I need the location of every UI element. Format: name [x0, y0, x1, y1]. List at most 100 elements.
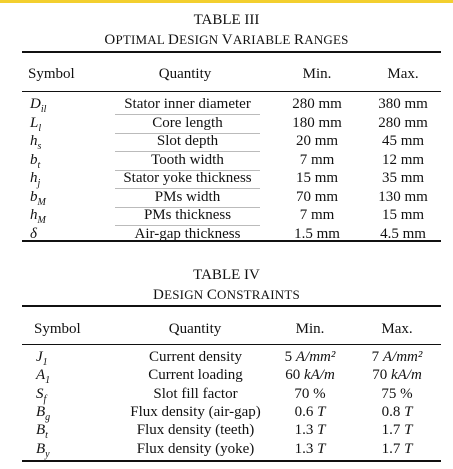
table3-header-min: Min. [302, 66, 332, 82]
symbol-cell: J1 [36, 350, 48, 368]
min-cell: 15 mm [295, 170, 339, 186]
min-cell: 180 mm [292, 114, 342, 131]
symbol-cell: hM [30, 208, 46, 226]
quantity-cell: Stator yoke thickness [123, 170, 252, 186]
max-cell: 12 mm [381, 151, 425, 168]
min-number: 0.6 [294, 403, 318, 420]
min-unit: T [317, 440, 326, 457]
symbol-cell: hj [30, 171, 40, 189]
max-cell: 75 % [362, 386, 432, 402]
max-cell: 45 mm [381, 133, 425, 149]
min-unit: T [317, 422, 326, 439]
max-number: 1.7 [381, 422, 405, 439]
max-unit: A/mm² [382, 349, 423, 365]
quantity-underline [115, 169, 260, 171]
max-cell: 70 kA/m [362, 368, 432, 383]
symbol-cell: By [36, 440, 50, 460]
max-number: 7 [371, 349, 383, 365]
symbol-cell: Bg [36, 403, 51, 423]
symbol-cell: Bt [36, 423, 48, 441]
min-cell: 1.3 T [275, 440, 345, 457]
symbol-letter: S [36, 385, 44, 402]
symbol-subscript: j [37, 178, 41, 189]
quantity-underline [115, 188, 260, 189]
symbol-cell: δ [30, 225, 37, 245]
min-cell: 280 mm [292, 96, 342, 112]
table4-number: TABLE IV [193, 267, 260, 283]
table3-header-rule [22, 91, 441, 92]
symbol-subscript: g [45, 411, 51, 423]
quantity-underline [115, 225, 260, 226]
min-cell: 1.3 T [275, 423, 345, 438]
symbol-letter: B [36, 403, 46, 420]
table4-header-rule [22, 344, 441, 345]
table4-header-symbol: Symbol [34, 321, 81, 337]
symbol-letter: h [30, 133, 38, 149]
max-cell: 380 mm [378, 96, 428, 112]
table4-bottom-rule [22, 460, 441, 462]
min-number: 1.3 [294, 422, 318, 439]
min-cell: 70 mm [295, 188, 339, 205]
symbol-subscript: 1 [42, 357, 48, 368]
max-cell: 0.8 T [362, 403, 432, 420]
quantity-cell: Tooth width [151, 151, 224, 168]
quantity-cell: Current loading [148, 367, 243, 384]
symbol-letter: b [30, 151, 38, 168]
min-cell: 70 % [275, 385, 345, 402]
min-cell: 60 kA/m [275, 368, 345, 383]
symbol-subscript: M [37, 215, 46, 226]
symbol-letter: D [30, 96, 41, 112]
symbol-letter: B [36, 440, 46, 457]
min-number: 60 [285, 367, 304, 384]
table4-title: DESIGN CONSTRAINTS [153, 287, 300, 303]
symbol-cell: hs [30, 134, 41, 152]
min-cell: 1.5 mm [294, 225, 340, 242]
table3-header-quantity: Quantity [158, 66, 212, 82]
min-unit: T [317, 403, 326, 420]
max-cell: 15 mm [381, 207, 425, 223]
table3-header-symbol: Symbol [28, 66, 75, 82]
quantity-cell: Stator inner diameter [124, 96, 251, 112]
max-cell: 1.7 T [362, 423, 432, 438]
symbol-letter: b [30, 188, 38, 205]
symbol-subscript: t [37, 159, 41, 171]
min-number: 5 [284, 349, 296, 365]
max-number: 0.8 [381, 403, 405, 420]
min-unit: kA/m [303, 367, 335, 384]
symbol-cell: A1 [36, 368, 50, 386]
table3-top-rule [22, 51, 441, 53]
quantity-cell: Flux density (yoke) [136, 440, 255, 457]
max-cell: 7 A/mm² [362, 350, 432, 365]
max-unit: T [404, 403, 413, 420]
max-cell: 130 mm [378, 188, 428, 205]
min-number: 1.3 [294, 440, 318, 457]
quantity-cell: PMs width [154, 188, 221, 205]
min-cell: 20 mm [295, 133, 339, 149]
max-cell: 280 mm [378, 114, 428, 131]
quantity-underline [115, 151, 260, 152]
quantity-cell: Flux density (teeth) [136, 422, 255, 439]
symbol-cell: bM [30, 188, 46, 208]
symbol-letter: δ [30, 225, 37, 242]
symbol-letter: L [30, 114, 39, 131]
symbol-cell: bt [30, 151, 41, 171]
min-cell: 5 A/mm² [275, 350, 345, 365]
symbol-cell: Dil [30, 97, 46, 115]
symbol-letter: h [30, 170, 38, 186]
table3-title: OPTIMAL DESIGN VARIABLE RANGES [104, 32, 349, 48]
quantity-cell: Flux density (air-gap) [130, 403, 261, 420]
max-cell: 4.5 mm [380, 225, 426, 242]
min-number: 70 % [294, 385, 326, 402]
max-unit: T [404, 440, 413, 457]
table4-top-rule [22, 305, 441, 307]
max-cell: 1.7 T [362, 440, 432, 457]
symbol-subscript: y [45, 448, 50, 460]
symbol-letter: B [36, 422, 46, 439]
quantity-cell: Slot fill factor [153, 385, 238, 402]
quantity-underline [115, 114, 260, 115]
symbol-subscript: s [37, 141, 42, 152]
quantity-underline [115, 132, 260, 134]
max-number: 1.7 [381, 440, 405, 457]
top-accent-bar [0, 0, 453, 3]
table3-header-max: Max. [387, 66, 419, 82]
